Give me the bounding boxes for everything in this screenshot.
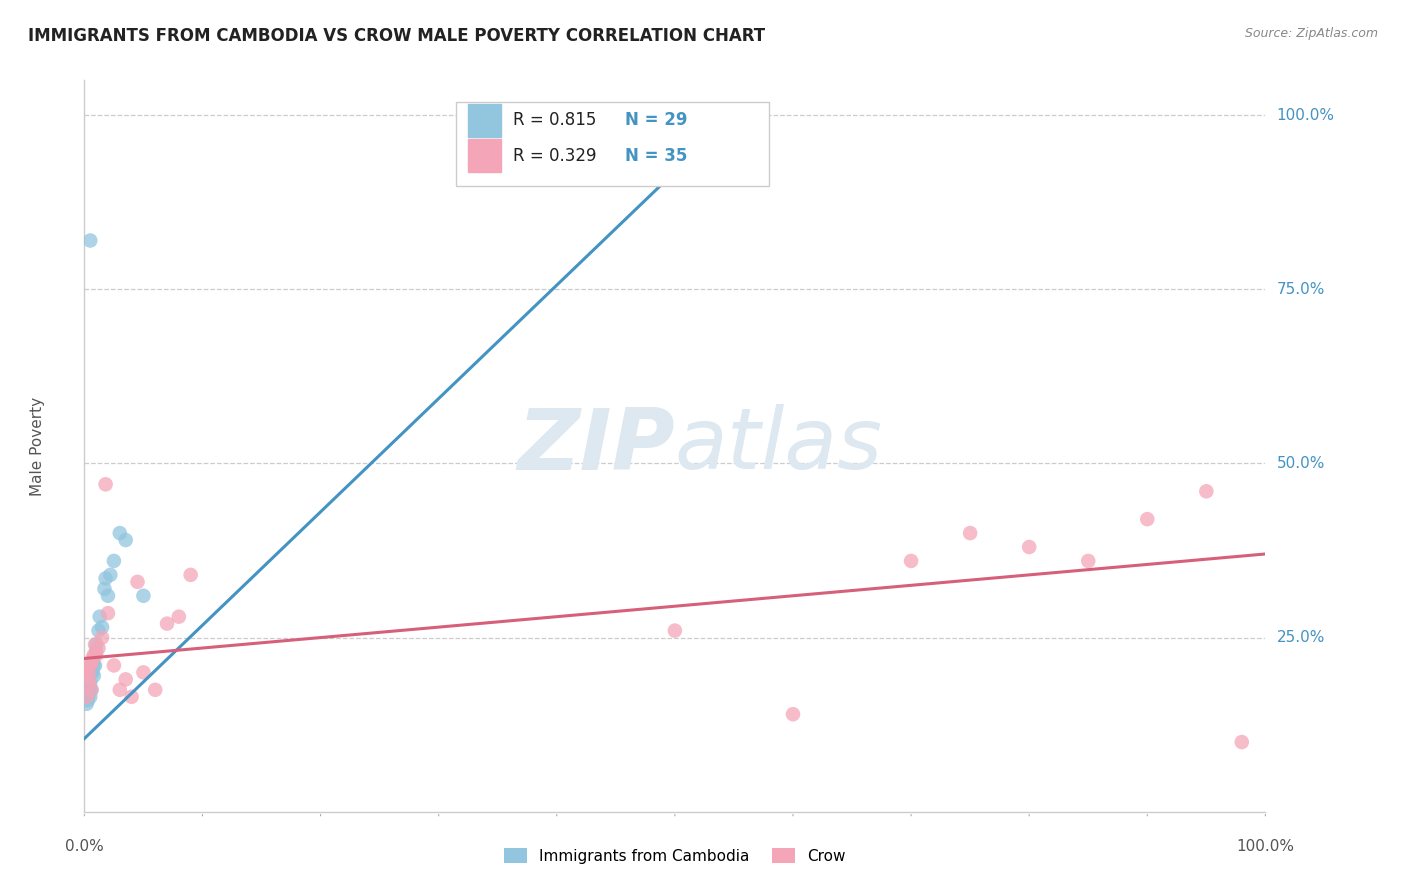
Point xyxy=(87,624,110,638)
Point xyxy=(77,669,100,683)
Point xyxy=(94,571,117,585)
Point xyxy=(84,638,107,652)
Point xyxy=(114,533,136,547)
Point xyxy=(97,589,120,603)
Point xyxy=(80,682,103,697)
Point xyxy=(156,616,179,631)
Text: Male Poverty: Male Poverty xyxy=(30,396,45,496)
Point xyxy=(79,682,101,697)
Point xyxy=(167,609,190,624)
Point xyxy=(84,644,107,658)
Text: 100.0%: 100.0% xyxy=(1277,108,1334,122)
Point xyxy=(143,682,166,697)
Point xyxy=(132,589,155,603)
Text: 100.0%: 100.0% xyxy=(1236,839,1295,855)
Point xyxy=(1230,735,1253,749)
Point xyxy=(103,554,125,568)
Point xyxy=(79,658,101,673)
Point xyxy=(180,567,202,582)
Point xyxy=(782,707,804,722)
Text: 0.0%: 0.0% xyxy=(65,839,104,855)
Point xyxy=(108,682,131,697)
Point xyxy=(76,690,98,704)
Point xyxy=(84,638,107,652)
Text: R = 0.329: R = 0.329 xyxy=(513,146,596,164)
Point xyxy=(91,631,114,645)
Text: 75.0%: 75.0% xyxy=(1277,282,1324,297)
Point xyxy=(77,662,100,676)
Point xyxy=(97,606,120,620)
Text: N = 29: N = 29 xyxy=(626,112,688,129)
Text: N = 35: N = 35 xyxy=(626,146,688,164)
Point xyxy=(77,676,100,690)
Point xyxy=(83,658,105,673)
Point xyxy=(121,690,143,704)
Point xyxy=(82,651,104,665)
Point xyxy=(79,234,101,248)
Point xyxy=(79,676,101,690)
Point xyxy=(98,567,121,582)
Point xyxy=(80,682,103,697)
Text: atlas: atlas xyxy=(675,404,883,488)
Text: 50.0%: 50.0% xyxy=(1277,456,1324,471)
Point xyxy=(1018,540,1040,554)
Point xyxy=(79,690,101,704)
Point xyxy=(77,693,100,707)
Point xyxy=(132,665,155,680)
Text: IMMIGRANTS FROM CAMBODIA VS CROW MALE POVERTY CORRELATION CHART: IMMIGRANTS FROM CAMBODIA VS CROW MALE PO… xyxy=(28,27,765,45)
Bar xyxy=(468,104,502,136)
Point xyxy=(83,669,105,683)
Point xyxy=(959,526,981,541)
Point xyxy=(84,658,107,673)
Point xyxy=(80,665,103,680)
Point xyxy=(1136,512,1159,526)
Point xyxy=(94,477,117,491)
Point xyxy=(89,609,111,624)
Point xyxy=(83,648,105,662)
Point xyxy=(82,665,104,680)
Point xyxy=(91,620,114,634)
Point xyxy=(664,624,686,638)
Point xyxy=(103,658,125,673)
Point xyxy=(84,648,107,662)
Text: Source: ZipAtlas.com: Source: ZipAtlas.com xyxy=(1244,27,1378,40)
Point xyxy=(1077,554,1099,568)
Point xyxy=(80,655,103,669)
Point xyxy=(77,690,100,704)
Point xyxy=(93,582,115,596)
Point xyxy=(114,673,136,687)
Text: 25.0%: 25.0% xyxy=(1277,630,1324,645)
Point xyxy=(900,554,922,568)
FancyBboxPatch shape xyxy=(457,103,769,186)
Text: ZIP: ZIP xyxy=(517,404,675,488)
Point xyxy=(76,697,98,711)
Legend: Immigrants from Cambodia, Crow: Immigrants from Cambodia, Crow xyxy=(498,842,852,870)
Point xyxy=(75,665,97,680)
Text: R = 0.815: R = 0.815 xyxy=(513,112,596,129)
Bar xyxy=(468,139,502,171)
Point xyxy=(127,574,149,589)
Point xyxy=(87,640,110,655)
Point xyxy=(1195,484,1218,499)
Point xyxy=(77,686,100,700)
Point xyxy=(108,526,131,541)
Point xyxy=(82,655,104,669)
Point xyxy=(77,682,100,697)
